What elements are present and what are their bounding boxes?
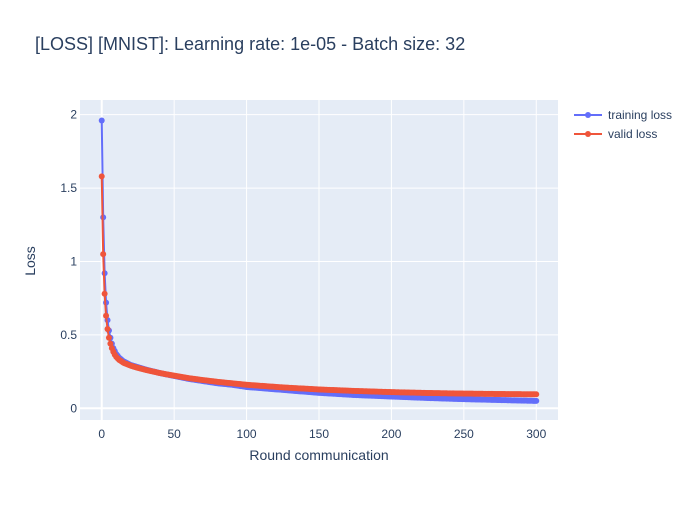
x-tick-label: 300 — [526, 427, 546, 441]
y-tick-label: 0 — [70, 401, 77, 415]
data-point — [105, 334, 112, 341]
series-layer — [98, 117, 540, 404]
x-tick-label: 150 — [309, 427, 329, 441]
y-tick-label: 0.5 — [60, 328, 77, 342]
grid-lines — [80, 100, 558, 420]
legend-marker-training-loss — [585, 112, 591, 118]
data-point — [101, 290, 108, 297]
data-point — [98, 173, 105, 180]
tick-labels: 0 50 100 150 200 250 300 0 0.5 1 1.5 2 — [60, 108, 546, 441]
chart-title: [LOSS] [MNIST]: Learning rate: 1e-05 - B… — [35, 34, 465, 54]
legend: training loss valid loss — [574, 108, 672, 141]
x-tick-label: 100 — [237, 427, 257, 441]
legend-item-training-loss[interactable]: training loss — [574, 108, 672, 122]
data-point — [533, 391, 540, 398]
data-point — [100, 251, 107, 258]
y-tick-label: 1.5 — [60, 181, 77, 195]
data-point — [103, 312, 110, 319]
data-point — [98, 117, 105, 124]
x-tick-label: 50 — [167, 427, 181, 441]
legend-label-valid-loss: valid loss — [608, 127, 657, 141]
x-tick-label: 200 — [381, 427, 401, 441]
y-tick-label: 1 — [70, 254, 77, 268]
legend-marker-valid-loss — [585, 131, 591, 137]
x-tick-label: 0 — [98, 427, 105, 441]
data-point — [533, 397, 540, 404]
data-point — [104, 325, 111, 332]
x-tick-label: 250 — [454, 427, 474, 441]
y-tick-label: 2 — [70, 108, 77, 122]
legend-label-training-loss: training loss — [608, 108, 672, 122]
legend-item-valid-loss[interactable]: valid loss — [574, 127, 657, 141]
series-valid-loss — [98, 173, 540, 398]
y-axis-title: Loss — [22, 246, 38, 276]
x-axis-title: Round communication — [249, 447, 388, 463]
